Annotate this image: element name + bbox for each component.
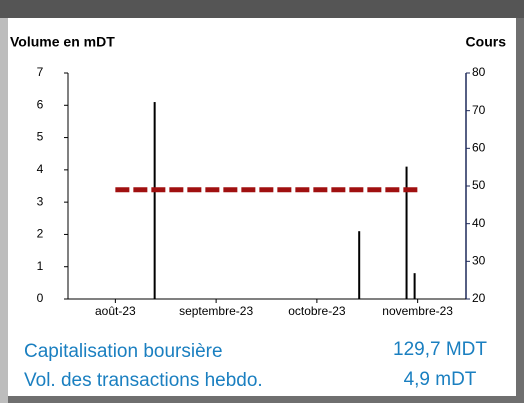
y-tick-label: 7 <box>37 65 44 79</box>
top-bar <box>0 0 524 18</box>
y-tick-label: 1 <box>37 259 44 273</box>
bar <box>153 102 156 299</box>
y2-tick-label: 70 <box>472 103 486 117</box>
panel <box>8 18 516 396</box>
y-tick-label: 5 <box>37 130 44 144</box>
y-tick-label: 6 <box>37 97 44 111</box>
stat-label: Capitalisation boursière <box>24 341 223 362</box>
stat-value: 129,7 MDT <box>393 339 487 360</box>
x-tick-label: novembre-23 <box>382 304 453 318</box>
y-axis-title: Volume en mDT <box>10 34 115 50</box>
y-tick-label: 0 <box>37 291 44 305</box>
stat-label: Vol. des transactions hebdo. <box>24 370 263 391</box>
y2-tick-label: 40 <box>472 216 486 230</box>
x-tick-label: septembre-23 <box>179 304 253 318</box>
bar <box>358 231 361 299</box>
y-tick-label: 2 <box>37 227 44 241</box>
y2-tick-label: 80 <box>472 65 486 79</box>
y-tick-label: 4 <box>37 162 44 176</box>
y-tick-label: 3 <box>37 194 44 208</box>
left-strip <box>0 18 8 403</box>
bar <box>405 166 408 299</box>
y2-tick-label: 50 <box>472 178 486 192</box>
y2-tick-label: 30 <box>472 254 486 268</box>
x-tick-label: octobre-23 <box>288 304 346 318</box>
y2-tick-label: 20 <box>472 291 486 305</box>
bar <box>413 273 416 299</box>
stat-value: 4,9 mDT <box>404 369 477 390</box>
plot: 0 1 2 3 4 5 6 7 20 30 40 50 60 70 80 août-23 septembre-2… <box>37 65 486 318</box>
x-tick-label: août-23 <box>95 304 136 318</box>
y2-tick-label: 60 <box>472 141 486 155</box>
y2-axis-title: Cours <box>466 34 507 50</box>
